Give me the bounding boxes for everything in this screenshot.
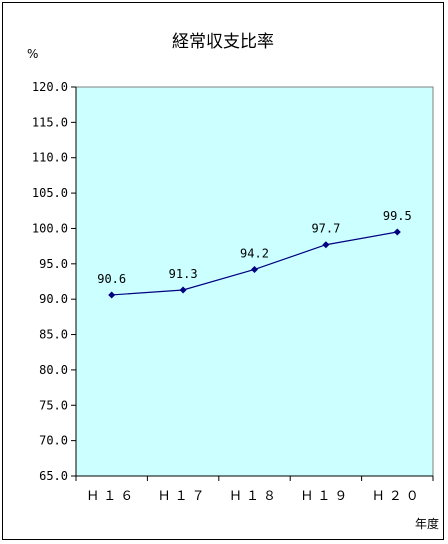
y-tick-label: 65.0 <box>39 469 68 483</box>
data-label: 94.2 <box>240 246 269 260</box>
y-tick-label: 90.0 <box>39 292 68 306</box>
data-point-marker <box>179 286 187 294</box>
y-axis: 65.0 70.0 75.0 80.0 85.0 90.0 95.0 100.0 105.0 11… <box>32 80 77 483</box>
x-axis-unit-label: 年度 <box>415 517 440 531</box>
data-label: 97.7 <box>311 222 340 236</box>
data-label: 99.5 <box>383 209 412 223</box>
series: 90.6 91.3 94.2 97.7 99.5 <box>97 209 412 299</box>
y-axis-unit-label: % <box>27 47 39 61</box>
chart-title: 経常収支比率 <box>172 32 274 52</box>
x-axis: Ｈ１６ Ｈ１７ Ｈ１８ Ｈ１９ Ｈ２０ <box>75 475 434 504</box>
x-tick-label: Ｈ１６ <box>86 489 137 504</box>
y-tick-label: 80.0 <box>39 363 68 377</box>
y-tick-label: 115.0 <box>32 115 68 129</box>
plot-area <box>75 86 434 477</box>
y-tick-label: 120.0 <box>32 80 68 94</box>
x-tick-label: Ｈ１８ <box>229 489 280 504</box>
y-tick-label: 110.0 <box>32 151 68 165</box>
data-point-marker <box>393 228 401 236</box>
data-label: 90.6 <box>97 272 126 286</box>
y-tick-label: 95.0 <box>39 257 68 271</box>
data-point-marker <box>322 241 330 249</box>
y-tick-label: 75.0 <box>39 398 68 412</box>
data-label: 91.3 <box>169 267 198 281</box>
data-point-marker <box>251 265 258 273</box>
y-tick-label: 70.0 <box>39 434 68 448</box>
y-tick-label: 85.0 <box>39 328 68 342</box>
x-tick-label: Ｈ１９ <box>300 489 351 504</box>
y-tick-label: 100.0 <box>32 221 68 235</box>
y-tick-label: 105.0 <box>32 186 68 200</box>
x-tick-label: Ｈ１７ <box>158 489 209 504</box>
data-point-marker <box>108 291 116 299</box>
x-tick-label: Ｈ２０ <box>372 489 423 504</box>
